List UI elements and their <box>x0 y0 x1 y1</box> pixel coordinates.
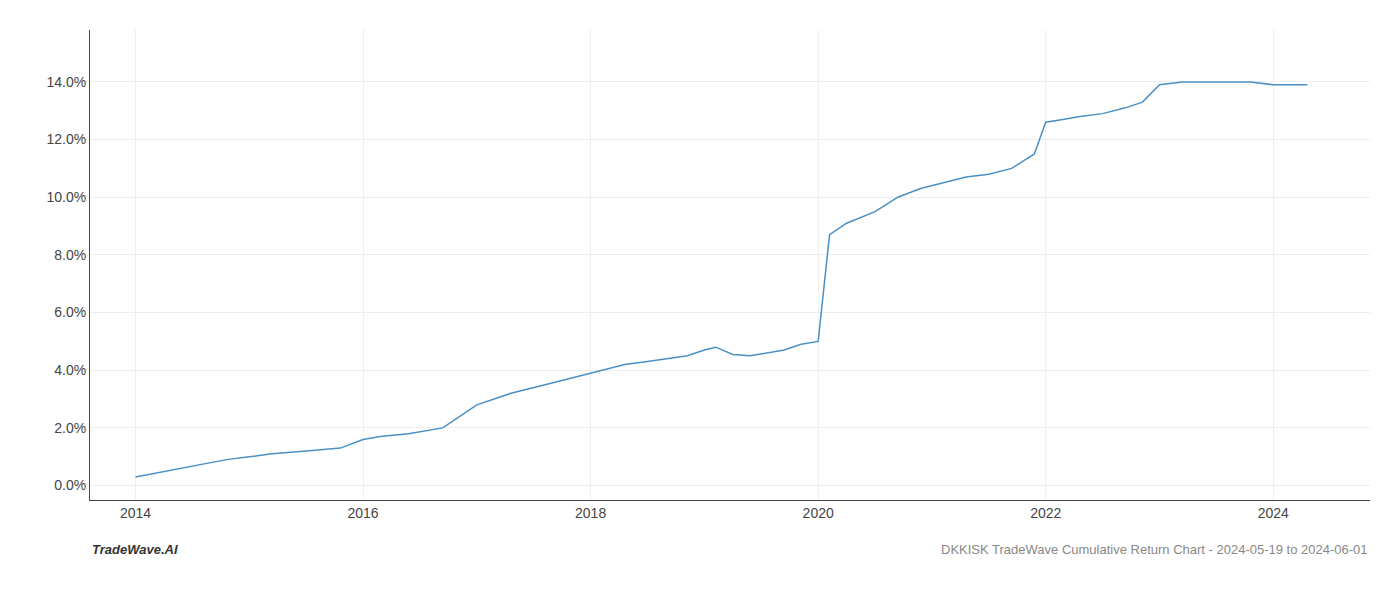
svg-text:2020: 2020 <box>803 505 834 521</box>
svg-text:2016: 2016 <box>347 505 378 521</box>
svg-text:TradeWave.AI: TradeWave.AI <box>92 542 178 557</box>
svg-text:2014: 2014 <box>120 505 151 521</box>
svg-text:8.0%: 8.0% <box>54 247 86 263</box>
svg-text:10.0%: 10.0% <box>46 189 86 205</box>
svg-text:6.0%: 6.0% <box>54 304 86 320</box>
svg-text:4.0%: 4.0% <box>54 362 86 378</box>
svg-text:2022: 2022 <box>1030 505 1061 521</box>
svg-text:14.0%: 14.0% <box>46 74 86 90</box>
svg-text:12.0%: 12.0% <box>46 131 86 147</box>
svg-text:2024: 2024 <box>1258 505 1289 521</box>
svg-text:2.0%: 2.0% <box>54 420 86 436</box>
svg-text:2018: 2018 <box>575 505 606 521</box>
svg-text:0.0%: 0.0% <box>54 477 86 493</box>
svg-text:DKKISK TradeWave Cumulative Re: DKKISK TradeWave Cumulative Return Chart… <box>941 542 1368 557</box>
